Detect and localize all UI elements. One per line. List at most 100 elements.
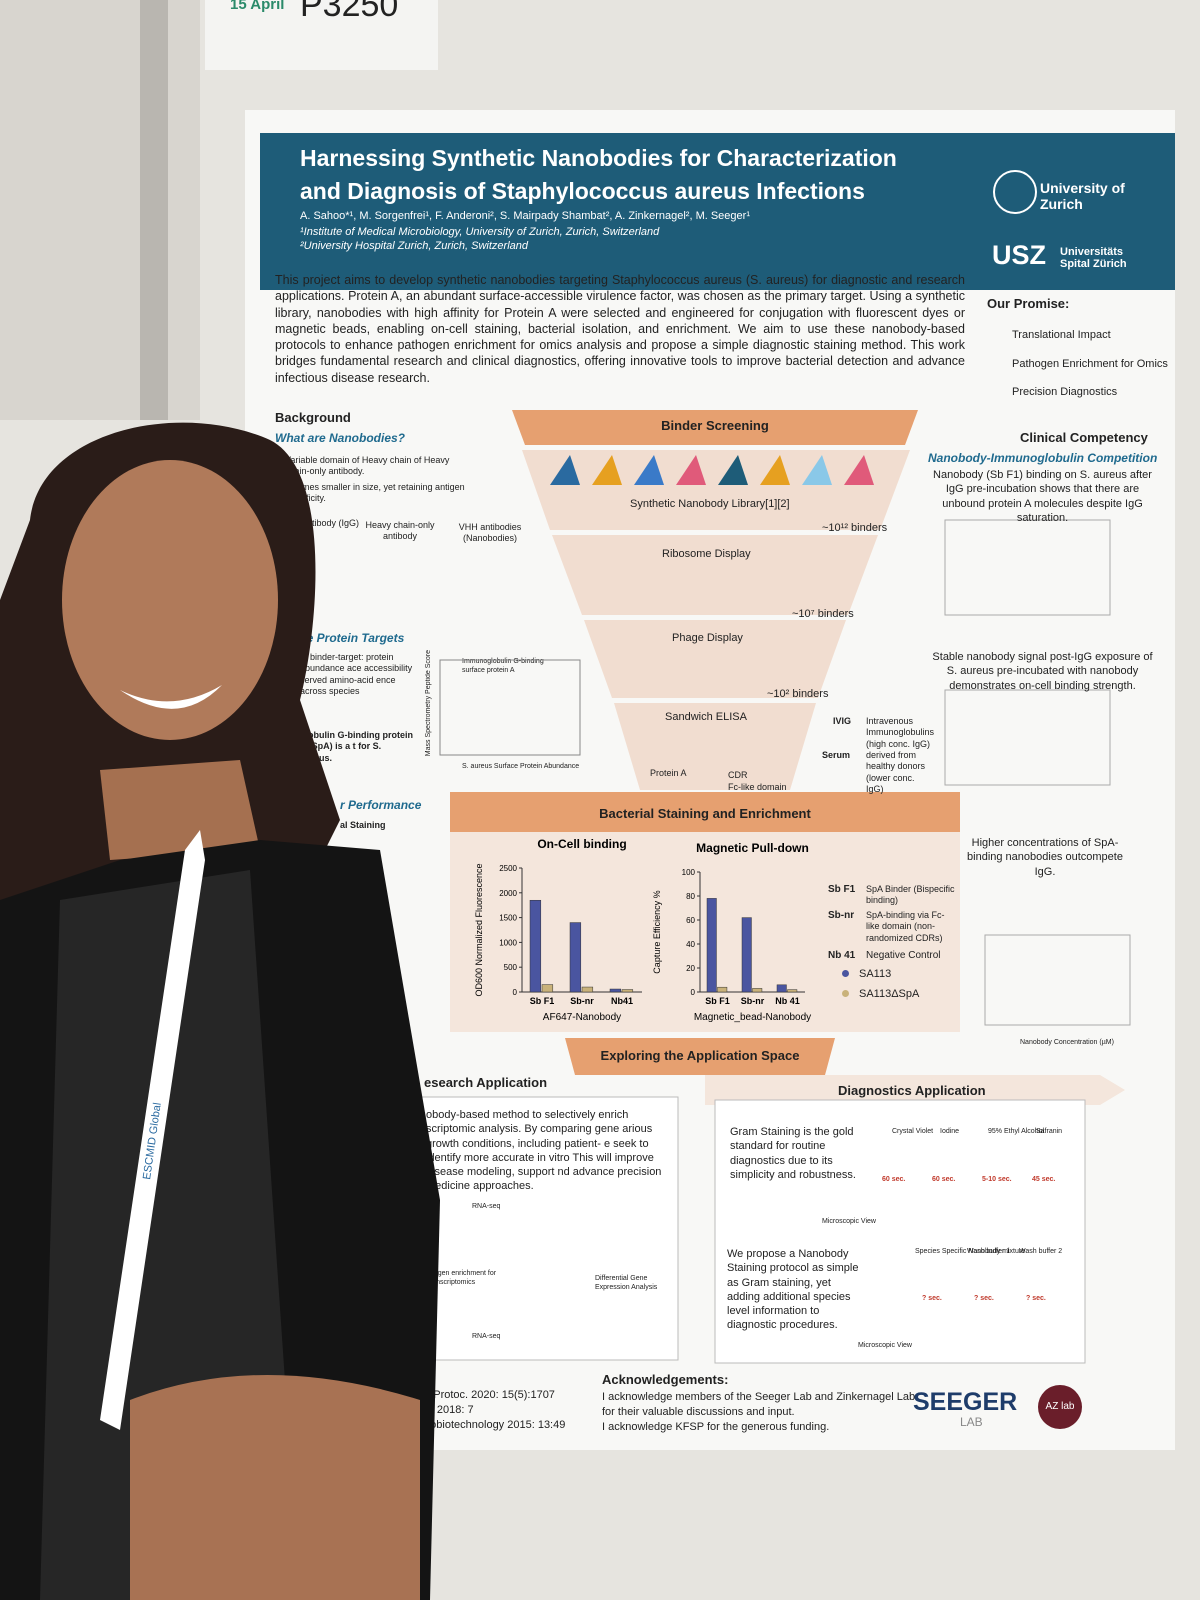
title: and Diagnosis of Staphylococcus aureus I… (300, 178, 865, 204)
section-subtitle: r Performance (340, 798, 422, 812)
legend-term: Sb F1 (828, 884, 856, 895)
x-tick-label: Sb-nr (570, 996, 594, 1006)
reference: Nat. Protoc. 2020: 15(5):1707 (410, 1389, 555, 1401)
pole (140, 0, 168, 420)
application-band (565, 1038, 835, 1075)
sign: 15 April P3250 (205, 0, 438, 70)
protocol-label: Wash buffer 2 (1019, 1248, 1063, 1255)
protocol-label: ? sec. (1026, 1295, 1046, 1302)
section-subtitle: Nanobody-Immunoglobulin Competition (928, 451, 1158, 465)
section-title: Clinical Competency (1020, 430, 1148, 445)
ack-line: I acknowledge members of the Seeger Lab … (602, 1391, 916, 1403)
body-text: We propose a Nanobody Staining protocol … (727, 1248, 859, 1332)
axis-title: OD600 Normalized Fluorescence (474, 863, 484, 996)
seeger-lab: LAB (960, 1415, 983, 1429)
x-tick-label: Sb F1 (705, 996, 730, 1006)
band-title: Bacterial Staining and Enrichment (599, 806, 811, 821)
ack-line: I acknowledge KFSP for the generous fund… (602, 1421, 830, 1433)
chart-title: Magnetic Pull-down (696, 841, 809, 855)
figure-label: Differential Gene Expression Analysis (595, 1275, 658, 1291)
figure-label: RNA-seq (472, 1203, 501, 1210)
protocol-label: Species Specific Nanobody mixture (915, 1248, 1026, 1255)
protocol-label: Safranin (1036, 1128, 1063, 1135)
y-tick-label: 0 (691, 988, 696, 997)
bar (776, 984, 787, 993)
legend-text: SpA Binder (Bispecific binding) (866, 884, 955, 906)
section-title: esearch Application (424, 1075, 548, 1090)
protocol-label: ? sec. (974, 1295, 994, 1302)
y-tick-label: 1000 (499, 938, 517, 947)
funnel-count: ~10⁷ binders (792, 608, 854, 620)
concentration-plot (984, 934, 1131, 1026)
bar (787, 989, 798, 993)
funnel-band (512, 410, 918, 445)
uzh-seal (993, 170, 1037, 214)
ack-line: for their valuable discussions and input… (602, 1406, 795, 1418)
staining-charts: On-Cell binding OD600 Normalized Fluoresc… (474, 837, 811, 1023)
bar (741, 917, 752, 993)
body-text: Higher concentrations of SpA-binding nan… (967, 837, 1123, 878)
funnel-step: Synthetic Nanobody Library[1][2] (630, 498, 790, 510)
y-tick-label: 2000 (499, 889, 517, 898)
funnel-step: Ribosome Display (662, 548, 751, 560)
smile (120, 685, 222, 709)
nanobody-icons (550, 455, 874, 485)
bar (752, 988, 763, 993)
usz-logo: USZ (992, 240, 1046, 270)
lanyard (100, 830, 205, 1430)
seeger-logo: SEEGER (913, 1388, 1018, 1416)
y-tick-label: 500 (504, 963, 518, 972)
y-tick-label: 80 (686, 892, 695, 901)
y-tick-label: 40 (686, 940, 695, 949)
research-box (399, 1096, 679, 1361)
reference: Nanobiotechnology 2015: 13:49 (410, 1419, 566, 1431)
intro: This project aims to develop synthetic n… (275, 273, 965, 385)
protocol-label: 45 sec. (1032, 1176, 1056, 1183)
band-title: Exploring the Application Space (600, 1048, 800, 1063)
body-text: obody-based method to selectively enrich… (426, 1109, 662, 1193)
body-text: al Staining (340, 820, 386, 830)
y-tick-label: 0 (513, 988, 518, 997)
body-text: Gram Staining is the gold standard for r… (730, 1126, 856, 1181)
axis-label: Nanobody Concentration (µM) (1020, 1039, 1114, 1046)
legend-entry: SA113ΔSpA (842, 988, 919, 1000)
y-tick-label: 100 (682, 868, 696, 877)
legend-term: Sb-nr (828, 910, 855, 921)
promise-item: Precision Diagnostics (1012, 386, 1118, 398)
protocol-label: 5-10 sec. (982, 1176, 1012, 1183)
bar (621, 989, 634, 993)
section-subtitle: ce Protein Targets (300, 631, 405, 645)
x-tick-label: Sb-nr (741, 996, 765, 1006)
legend-label: SA113 (859, 968, 892, 980)
protocol-label: Microscopic View (822, 1218, 876, 1225)
protocol-label: ? sec. (922, 1295, 942, 1302)
bar (609, 988, 622, 993)
term: IVIG (833, 716, 852, 726)
y-tick-label: 20 (686, 964, 695, 973)
legend-entry: CDR (728, 770, 748, 780)
definition: derived from healthy donors (lower conc.… (866, 750, 926, 794)
az-logo: AZ lab (1038, 1385, 1082, 1429)
y-tick-label: 2500 (499, 864, 517, 873)
promise-item: Pathogen Enrichment for Omics (1012, 358, 1168, 370)
y-tick-label: 1500 (499, 914, 517, 923)
axis-title: Capture Efficiency % (652, 890, 662, 973)
title: Harnessing Synthetic Nanobodies for Char… (300, 145, 897, 171)
body-text: Nanobody (Sb F1) binding on S. aureus af… (933, 469, 1152, 524)
bar (541, 984, 554, 993)
bar (717, 986, 728, 993)
protocol-label: 95% Ethyl Alcohol (988, 1128, 1045, 1135)
neck (100, 760, 260, 860)
sign-code: P3250 (300, 0, 399, 24)
funnel-count: ~10² binders (767, 688, 829, 700)
funnel-stage (584, 620, 846, 698)
figure-label: Antibody (IgG) (300, 518, 360, 528)
axis-title: Magnetic_bead-Nanobody (694, 1012, 811, 1023)
ack-title: Acknowledgements: (602, 1372, 729, 1387)
protocol-label: Wash buffer 1 (967, 1248, 1011, 1255)
term: Serum (822, 750, 851, 760)
